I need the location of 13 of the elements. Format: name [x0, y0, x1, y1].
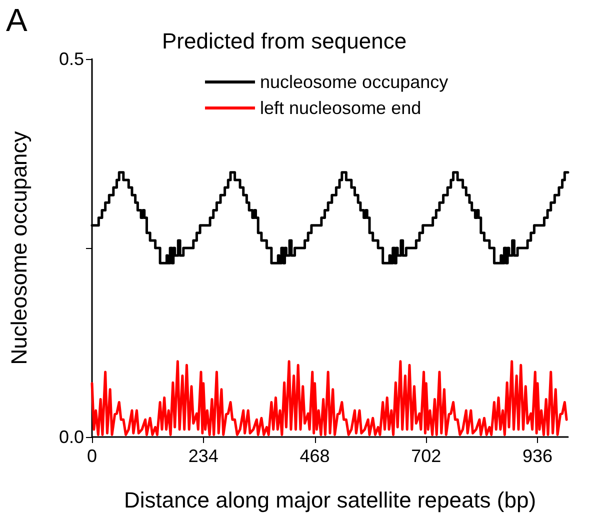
legend-label: left nucleosome end	[260, 98, 422, 118]
x-tick-label: 936	[522, 446, 553, 466]
x-tick-label: 702	[411, 446, 442, 466]
legend-label: nucleosome occupancy	[260, 72, 448, 92]
y-tick-label: 0.5	[58, 49, 84, 69]
y-tick-label: 0.0	[58, 427, 84, 447]
text: A	[6, 2, 28, 38]
x-axis-title: Distance along major satellite repeats (bp)	[124, 488, 536, 512]
x-tick-label: 234	[188, 446, 218, 466]
x-tick-label: 468	[300, 446, 330, 466]
legend-title: Predicted from sequence	[162, 28, 407, 54]
y-axis-title: Nucleosome occupancy	[6, 131, 32, 365]
x-tick-label: 0	[86, 446, 98, 466]
